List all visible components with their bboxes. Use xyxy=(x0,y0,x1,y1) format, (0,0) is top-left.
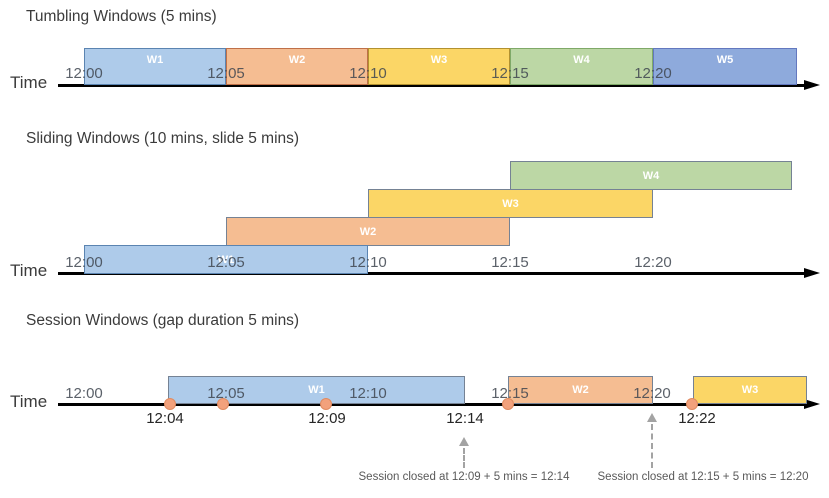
session-window-w3: W3 xyxy=(693,376,807,404)
session-tick-1200: 12:00 xyxy=(65,385,103,402)
sliding-tick-1210: 12:10 xyxy=(349,254,387,271)
callout-arrow-line xyxy=(463,448,465,468)
session-window-w2: W2 xyxy=(508,376,653,404)
window-label: W1 xyxy=(308,384,325,396)
session-axis-arrow-icon xyxy=(804,399,820,409)
session-tick-1210: 12:10 xyxy=(349,385,387,402)
sliding-tick-1200: 12:00 xyxy=(65,254,103,271)
tumbling-tick-1200: 12:00 xyxy=(65,65,103,82)
sliding-title: Sliding Windows (10 mins, slide 5 mins) xyxy=(26,130,300,147)
tumbling-tick-1210: 12:10 xyxy=(349,65,387,82)
sliding-tick-1215: 12:15 xyxy=(491,254,529,271)
session-tick-1220: 12:20 xyxy=(633,385,671,402)
window-label: W5 xyxy=(716,54,734,66)
window-label: W1 xyxy=(217,253,235,266)
session-title: Session Windows (gap duration 5 mins) xyxy=(26,312,300,329)
session-closed-annotation-1: Session closed at 12:09 + 5 mins = 12:14 xyxy=(358,471,570,483)
sliding-window-w4: W4 xyxy=(510,161,792,190)
tumbling-axis-arrow-icon xyxy=(804,80,820,90)
event-time-1222: 12:22 xyxy=(678,410,716,427)
event-time-1204: 12:04 xyxy=(146,410,184,427)
tumbling-window-w2: W2 xyxy=(226,48,368,85)
event-time-1214: 12:14 xyxy=(446,410,484,427)
window-label: W2 xyxy=(288,54,306,66)
sliding-window-w1: W1 xyxy=(84,245,368,274)
window-label: W1 xyxy=(146,54,164,66)
event-dot-1205 xyxy=(217,398,229,410)
session-tick-1215: 12:15 xyxy=(491,385,529,402)
tumbling-window-w1: W1 xyxy=(84,48,226,85)
sliding-axis-arrow-icon xyxy=(804,268,820,278)
tumbling-window-w5: W5 xyxy=(653,48,797,85)
tumbling-title: Tumbling Windows (5 mins) xyxy=(26,8,217,25)
session-time-axis xyxy=(58,403,806,406)
session-closed-annotation-2: Session closed at 12:15 + 5 mins = 12:20 xyxy=(597,471,809,483)
tumbling-time-axis xyxy=(58,84,806,87)
callout-arrow-line xyxy=(651,424,653,468)
window-label: W3 xyxy=(430,54,448,66)
sliding-tick-1220: 12:20 xyxy=(634,254,672,271)
event-dot-1204 xyxy=(164,398,176,410)
event-time-1209: 12:09 xyxy=(308,410,346,427)
callout-arrow-up-icon xyxy=(459,437,469,446)
sliding-window-w2: W2 xyxy=(226,217,510,246)
tumbling-tick-1205: 12:05 xyxy=(207,65,245,82)
session-time-axis-label: Time xyxy=(10,392,48,411)
session-tick-1205: 12:05 xyxy=(207,385,245,402)
window-label: W4 xyxy=(573,54,590,66)
window-label: W4 xyxy=(642,169,660,182)
window-label: W2 xyxy=(572,384,589,396)
window-label: W3 xyxy=(741,384,759,396)
event-dot-1222 xyxy=(686,398,698,410)
sliding-time-axis xyxy=(58,272,806,275)
sliding-window-w3: W3 xyxy=(368,189,653,218)
tumbling-window-w4: W4 xyxy=(510,48,653,85)
sliding-tick-1205: 12:05 xyxy=(207,254,245,271)
window-label: W2 xyxy=(359,225,377,238)
event-dot-1209 xyxy=(320,398,332,410)
tumbling-window-w3: W3 xyxy=(368,48,510,85)
callout-arrow-up-icon xyxy=(647,413,657,422)
tumbling-time-axis-label: Time xyxy=(10,73,48,92)
event-dot-1215 xyxy=(502,398,514,410)
tumbling-tick-1220: 12:20 xyxy=(634,65,672,82)
tumbling-tick-1215: 12:15 xyxy=(491,65,529,82)
window-label: W3 xyxy=(502,197,519,210)
sliding-time-axis-label: Time xyxy=(10,261,48,280)
